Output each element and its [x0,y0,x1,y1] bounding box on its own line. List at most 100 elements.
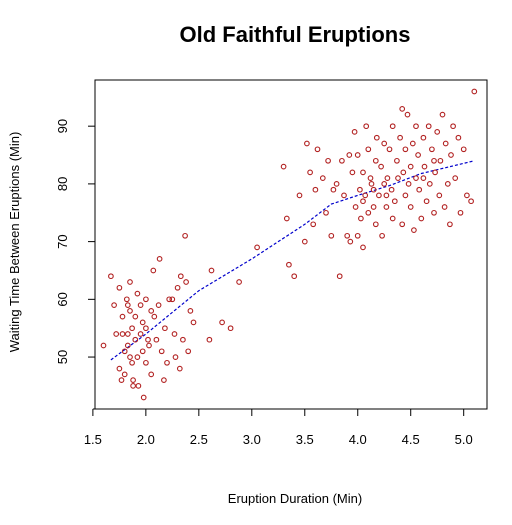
data-point [426,181,433,187]
data-point [404,111,411,118]
data-point [381,140,388,147]
data-point [413,175,419,181]
data-point [108,273,114,280]
data-point [452,175,459,181]
data-point [143,325,149,332]
data-point [363,123,370,130]
data-point [190,319,197,326]
data-point [411,227,417,233]
data-point [354,152,361,158]
data-point [421,163,428,170]
data-point [291,273,298,280]
data-point [146,342,152,349]
x-tick-label: 4.5 [402,432,420,447]
data-point [180,336,186,343]
data-point [137,302,144,308]
data-point [100,342,107,349]
data-point [346,152,353,158]
x-tick-label: 5.0 [455,432,473,447]
y-axis: 50 60 70 80 90 [55,119,96,364]
data-point [378,163,384,170]
data-point [208,267,215,274]
y-tick-label: 90 [55,119,70,133]
data-point [176,365,183,372]
data-point [400,169,407,176]
data-point [177,273,184,280]
data-point [360,244,366,251]
data-point [352,204,359,210]
data-point [137,331,144,337]
data-point [129,359,135,366]
data-point [134,290,141,297]
data-point [391,198,398,205]
data-point [301,238,308,245]
data-point [171,331,178,337]
data-point [182,232,188,239]
data-point [286,261,292,268]
x-axis: 1.5 2.0 2.5 3.0 3.5 4.0 4.5 5.0 [84,408,473,447]
data-point [123,296,130,303]
data-point [420,175,427,181]
x-tick-label: 3.0 [243,432,261,447]
data-point [130,377,136,383]
data-point [119,313,126,320]
data-point [431,209,437,216]
data-point [155,302,162,308]
data-point [349,169,356,176]
data-point [339,157,345,164]
data-point [389,123,396,130]
data-point [370,204,377,210]
data-point [124,342,131,349]
data-point [344,232,351,239]
data-point [307,169,313,176]
data-point [314,146,321,153]
data-point [183,279,189,285]
data-point [347,238,354,245]
data-point [383,192,390,199]
x-tick-label: 2.5 [190,432,208,447]
data-point [323,209,329,216]
data-point [457,209,464,216]
data-point [372,157,379,164]
data-point [116,365,123,372]
data-point [310,221,317,228]
data-point [409,140,416,147]
data-point [402,146,409,153]
data-point [124,331,131,337]
data-point [416,186,423,193]
data-point [132,313,139,320]
data-point [127,354,133,360]
x-tick-label: 4.0 [349,432,367,447]
data-point [362,192,369,199]
data-point [330,186,337,193]
data-point [280,163,287,170]
data-point [121,371,128,378]
data-point [156,256,163,262]
data-point [121,348,128,355]
data-point [139,319,146,326]
data-point [357,186,363,193]
data-point [325,157,331,164]
data-point [436,192,443,199]
data-point [119,331,126,337]
chart-title: Old Faithful Eruptions [180,22,411,47]
data-point [336,273,343,280]
data-point [172,354,179,360]
data-point [145,336,151,343]
data-point [254,244,260,251]
data-point [370,186,377,193]
data-point [360,169,366,176]
data-point [130,383,136,389]
data-point [296,192,303,199]
data-point [127,308,133,314]
data-point [418,215,425,222]
data-point [187,308,194,314]
data-point [319,175,326,181]
data-point [395,175,401,181]
data-point [434,129,441,135]
y-axis-label: Waiting Time Between Eruptions (Min) [7,132,22,353]
data-point [162,325,168,332]
data-point [148,308,155,314]
